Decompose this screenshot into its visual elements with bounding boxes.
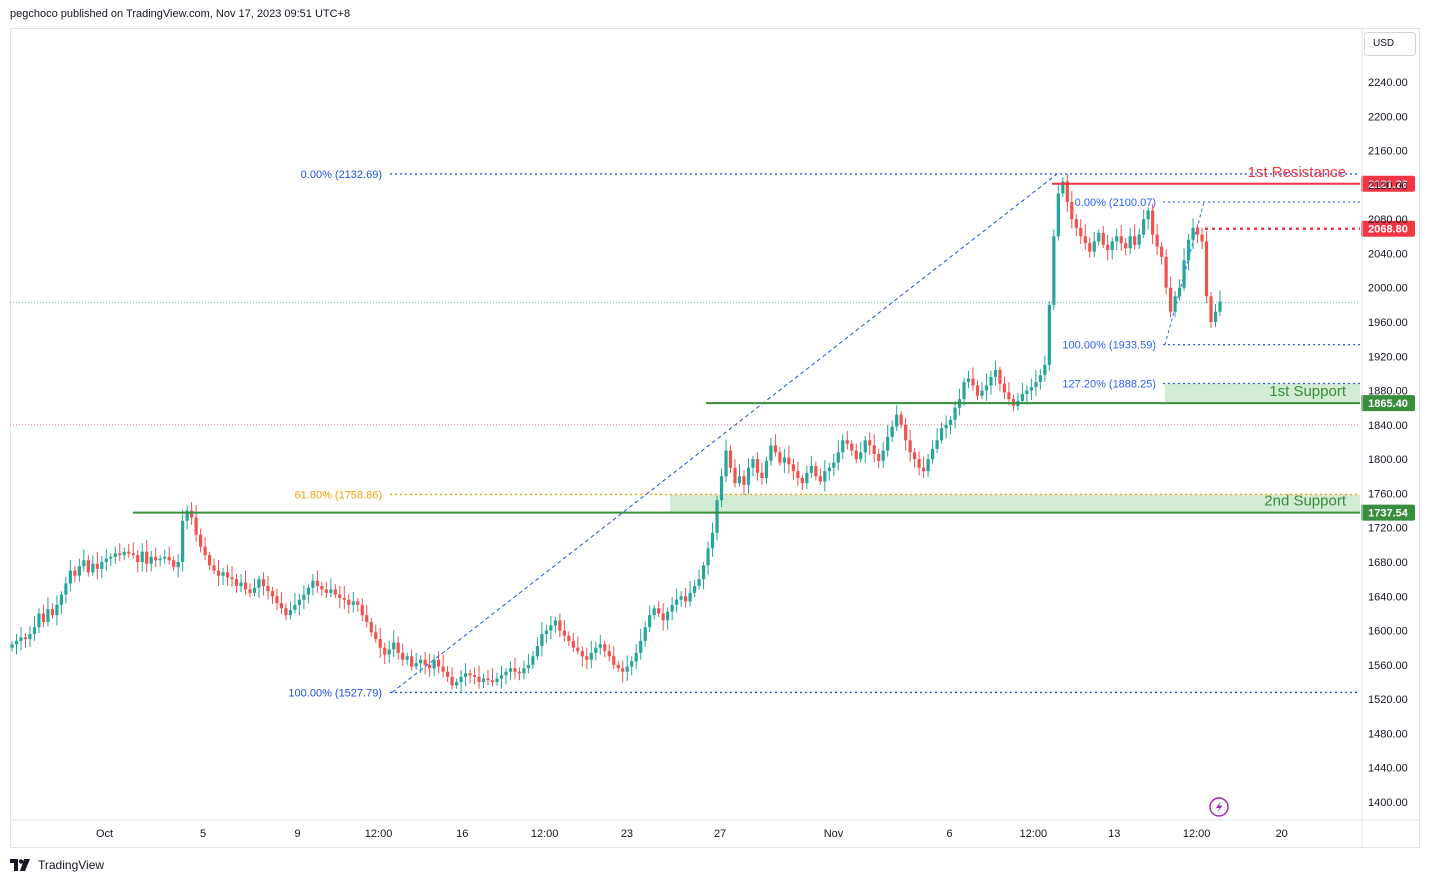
footer: TradingView (10, 856, 104, 874)
chart-frame (10, 28, 1420, 848)
tradingview-logo-icon (10, 859, 30, 871)
footer-brand: TradingView (38, 858, 105, 872)
currency-selector[interactable]: USD (1364, 32, 1416, 56)
publisher-header: pegchoco published on TradingView.com, N… (10, 8, 351, 20)
